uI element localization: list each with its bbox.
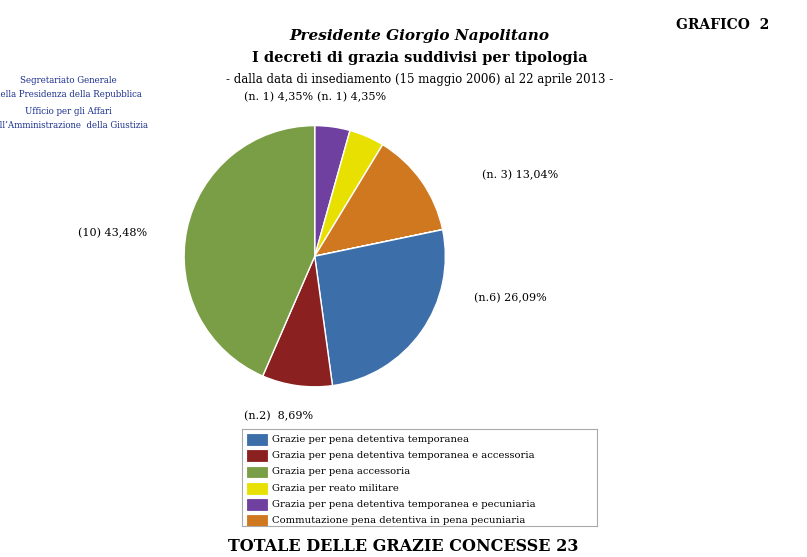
- Text: (n.6) 26,09%: (n.6) 26,09%: [474, 293, 547, 303]
- Text: Grazia per reato militare: Grazia per reato militare: [272, 483, 399, 493]
- Bar: [248, 483, 267, 494]
- Wedge shape: [315, 229, 442, 256]
- Text: (n. 1) 4,35%: (n. 1) 4,35%: [316, 92, 386, 102]
- Wedge shape: [315, 130, 383, 256]
- Text: Grazia per pena detentiva temporanea e pecuniaria: Grazia per pena detentiva temporanea e p…: [272, 500, 536, 509]
- Wedge shape: [263, 256, 332, 387]
- Text: Ufficio per gli Affari: Ufficio per gli Affari: [25, 107, 112, 116]
- Text: (n.2)  8,69%: (n.2) 8,69%: [244, 411, 313, 421]
- Text: Grazia per pena accessoria: Grazia per pena accessoria: [272, 467, 411, 476]
- Text: Grazie per pena detentiva temporanea: Grazie per pena detentiva temporanea: [272, 435, 470, 444]
- Text: (10) 43,48%: (10) 43,48%: [78, 228, 148, 238]
- Wedge shape: [315, 229, 445, 385]
- Text: Commutazione pena detentiva in pena pecuniaria: Commutazione pena detentiva in pena pecu…: [272, 516, 525, 525]
- Wedge shape: [315, 145, 442, 256]
- Text: Grazia per pena detentiva temporanea e accessoria: Grazia per pena detentiva temporanea e a…: [272, 451, 535, 460]
- Wedge shape: [184, 126, 315, 376]
- Text: GRAFICO  2: GRAFICO 2: [675, 18, 769, 32]
- Text: (n. 3) 13,04%: (n. 3) 13,04%: [482, 170, 558, 180]
- Text: I decreti di grazia suddivisi per tipologia: I decreti di grazia suddivisi per tipolo…: [252, 51, 587, 66]
- Bar: [248, 499, 267, 510]
- Text: dell’Amministrazione  della Giustizia: dell’Amministrazione della Giustizia: [0, 121, 148, 130]
- Bar: [248, 450, 267, 461]
- Text: TOTALE DELLE GRAZIE CONCESSE 23: TOTALE DELLE GRAZIE CONCESSE 23: [228, 539, 579, 555]
- Bar: [248, 467, 267, 477]
- Bar: [248, 434, 267, 445]
- Text: della Presidenza della Repubblica: della Presidenza della Repubblica: [0, 90, 142, 99]
- Text: Segretariato Generale: Segretariato Generale: [20, 76, 117, 85]
- Text: (n. 1) 4,35%: (n. 1) 4,35%: [244, 92, 313, 102]
- Text: - dalla data di insediamento (15 maggio 2006) al 22 aprile 2013 -: - dalla data di insediamento (15 maggio …: [226, 72, 613, 86]
- Wedge shape: [315, 126, 350, 256]
- Text: Presidente Giorgio Napolitano: Presidente Giorgio Napolitano: [290, 29, 550, 43]
- Bar: [248, 515, 267, 526]
